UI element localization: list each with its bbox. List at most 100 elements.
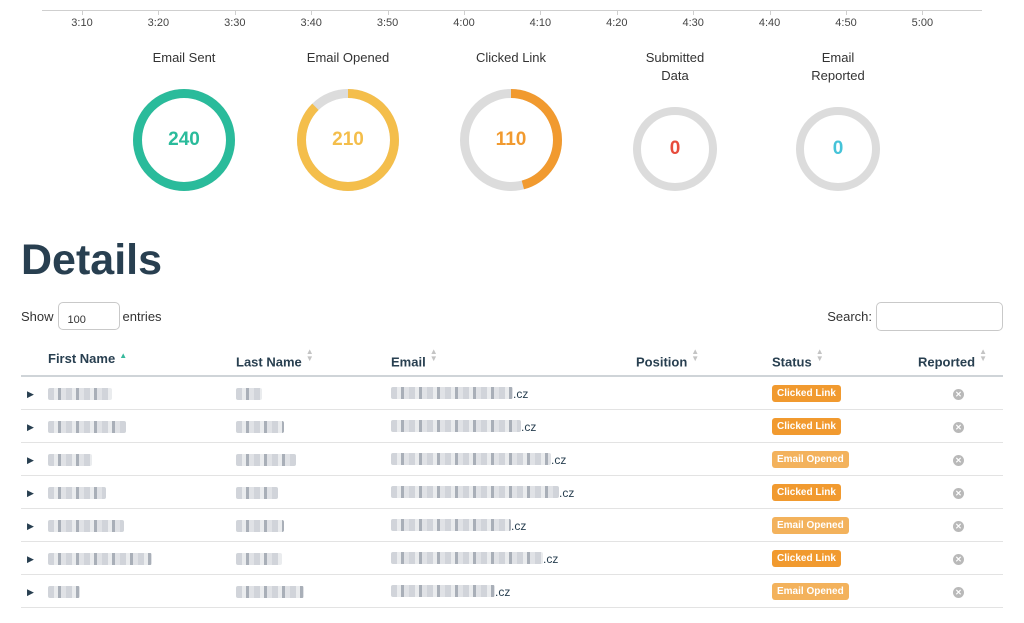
timeline-axis: 3:10 3:20 3:30 3:40 3:50 4:00 4:10 4:20 4:30 4:40… — [42, 0, 982, 34]
stat-label: Email Opened — [306, 50, 390, 65]
status-badge: Email Opened — [772, 450, 849, 468]
email-domain-suffix: .cz — [513, 386, 529, 401]
status-cell: Email Opened — [772, 442, 918, 476]
status-cell: Clicked Link — [772, 409, 918, 443]
table-row[interactable]: ▶ .cz Clicked Link ✕ — [21, 475, 1003, 509]
redacted-first-name — [47, 486, 106, 499]
stat-donut: 0 — [796, 107, 880, 191]
last-name-cell — [236, 475, 391, 509]
entries-length-control: Show 100 entries — [21, 302, 162, 330]
tick-mark — [234, 10, 236, 15]
table-row[interactable]: ▶ .cz Clicked Link ✕ — [21, 376, 1003, 410]
position-cell — [636, 376, 772, 410]
column-position[interactable]: Position▲ ▼ — [636, 342, 772, 377]
tick-mark — [464, 10, 465, 15]
email-domain-suffix: .cz — [521, 419, 537, 434]
column-email[interactable]: Email▲ ▼ — [391, 342, 636, 377]
sort-both-icon: ▲ ▼ — [691, 346, 700, 363]
status-badge: Email Opened — [772, 516, 849, 534]
redacted-email — [391, 453, 551, 466]
stat-donut: 0 — [633, 107, 717, 191]
close-circle-icon: ✕ — [953, 488, 964, 499]
redacted-first-name — [47, 387, 112, 400]
redacted-email — [391, 387, 513, 400]
column-last-name[interactable]: Last Name▲ ▼ — [236, 342, 391, 377]
email-domain-suffix: .cz — [495, 584, 511, 599]
stat-submitted-data: Submitted Data 0 — [600, 49, 750, 191]
stat-value: 110 — [495, 129, 527, 150]
stat-donut: 240 — [133, 89, 235, 191]
first-name-cell: ▶ — [21, 475, 236, 509]
redacted-first-name — [47, 585, 80, 598]
last-name-cell — [236, 376, 391, 410]
tick-mark — [769, 10, 771, 15]
table-row[interactable]: ▶ .cz Clicked Link ✕ — [21, 541, 1003, 575]
sort-both-icon: ▲ ▼ — [305, 346, 314, 363]
column-status[interactable]: Status▲ ▼ — [772, 342, 918, 377]
redacted-last-name — [236, 453, 296, 466]
search-label: Search: — [827, 309, 872, 324]
tick-label: 5:00 — [911, 17, 934, 29]
triangle-right-icon[interactable]: ▶ — [27, 521, 34, 531]
last-name-cell — [236, 508, 391, 542]
tick-mark — [387, 10, 389, 15]
results-table: First Name ▲ Last Name▲ ▼ Email▲ ▼ Position… — [21, 342, 1003, 608]
status-cell: Email Opened — [772, 508, 918, 542]
first-name-cell: ▶ — [21, 574, 236, 608]
email-domain-suffix: .cz — [511, 518, 527, 533]
redacted-last-name — [236, 585, 304, 598]
first-name-cell: ▶ — [21, 541, 236, 575]
redacted-first-name — [47, 453, 92, 466]
sort-both-icon: ▲ ▼ — [815, 346, 824, 363]
tick-label: 4:40 — [758, 17, 781, 29]
status-badge: Clicked Link — [772, 483, 841, 501]
triangle-right-icon[interactable]: ▶ — [27, 554, 34, 564]
tick-label: 4:10 — [529, 17, 552, 29]
close-circle-icon: ✕ — [953, 521, 964, 532]
triangle-right-icon[interactable]: ▶ — [27, 422, 34, 432]
stat-value: 0 — [832, 138, 844, 159]
email-cell: .cz — [391, 475, 636, 509]
stat-donut: 110 — [460, 89, 562, 191]
stat-label: Clicked Link — [475, 50, 547, 65]
email-cell: .cz — [391, 541, 636, 575]
email-domain-suffix: .cz — [543, 551, 559, 566]
stat-label: Email Reported — [811, 50, 865, 83]
search-input[interactable] — [876, 302, 1003, 331]
triangle-right-icon[interactable]: ▶ — [27, 587, 34, 597]
email-cell: .cz — [391, 376, 636, 410]
donut-ring — [297, 89, 399, 191]
triangle-right-icon[interactable]: ▶ — [27, 455, 34, 465]
email-domain-suffix: .cz — [559, 485, 575, 500]
search-control: Search: — [827, 302, 1003, 331]
status-cell: Email Opened — [772, 574, 918, 608]
table-row[interactable]: ▶ .cz Clicked Link ✕ — [21, 409, 1003, 443]
redacted-last-name — [236, 519, 284, 532]
triangle-right-icon[interactable]: ▶ — [27, 488, 34, 498]
column-reported[interactable]: Reported▲ ▼ — [918, 342, 1003, 377]
tick-mark — [922, 10, 924, 15]
reported-cell: ✕ — [918, 442, 1003, 476]
email-domain-suffix: .cz — [551, 452, 567, 467]
table-row[interactable]: ▶ .cz Email Opened ✕ — [21, 574, 1003, 608]
first-name-cell: ▶ — [21, 376, 236, 410]
entries-label: entries — [122, 308, 162, 324]
table-row[interactable]: ▶ .cz Email Opened ✕ — [21, 442, 1003, 476]
redacted-email — [391, 420, 521, 433]
status-badge: Email Opened — [772, 582, 849, 600]
last-name-cell — [236, 409, 391, 443]
last-name-cell — [236, 574, 391, 608]
table-row[interactable]: ▶ .cz Email Opened ✕ — [21, 508, 1003, 542]
reported-cell: ✕ — [918, 409, 1003, 443]
position-cell — [636, 409, 772, 443]
status-cell: Clicked Link — [772, 475, 918, 509]
column-first-name[interactable]: First Name ▲ — [21, 342, 236, 377]
tick-label: 3:30 — [224, 17, 246, 29]
triangle-right-icon[interactable]: ▶ — [27, 389, 34, 399]
tick-label: 3:50 — [376, 17, 399, 29]
redacted-last-name — [236, 486, 278, 499]
stat-clicked-link: Clicked Link 110 — [436, 49, 586, 191]
first-name-cell: ▶ — [21, 442, 236, 476]
entries-select[interactable]: 100 — [57, 302, 120, 330]
first-name-cell: ▶ — [21, 409, 236, 443]
